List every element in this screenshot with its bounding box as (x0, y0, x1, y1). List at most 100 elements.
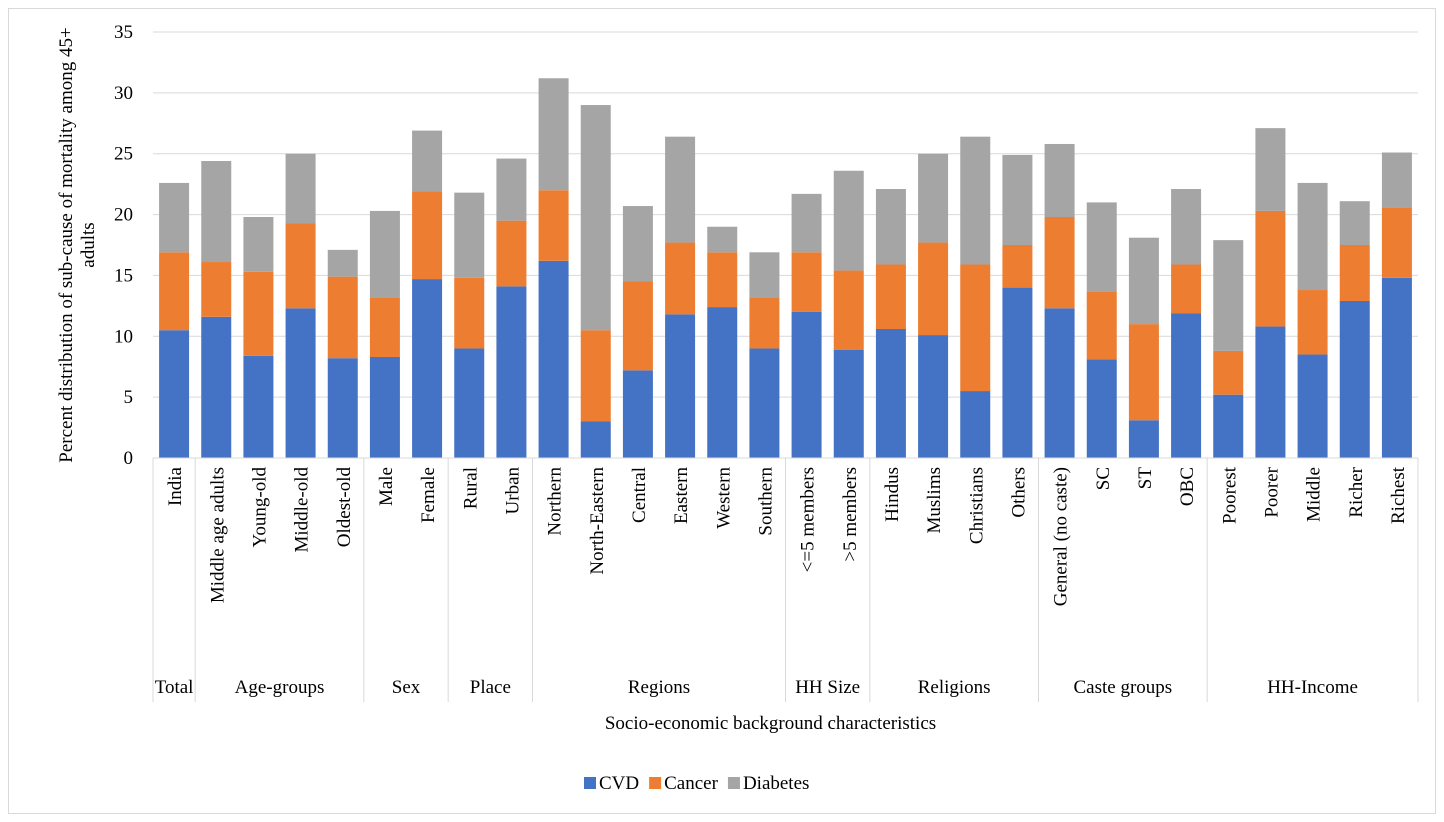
group-label-regions: Regions (628, 677, 690, 698)
bar-cancer-male (369, 297, 400, 357)
category-label-richest: Richest (1388, 466, 1409, 524)
bar-cvd-richest (1381, 277, 1412, 458)
bar-cancer-5-members (833, 270, 864, 350)
bar-cvd-middle (1297, 354, 1328, 458)
bar-cancer-middle-old (285, 223, 316, 309)
bar-diabetes-poorest (1213, 240, 1244, 351)
bar-cvd-obc (1171, 313, 1202, 458)
category-label-india: India (165, 466, 186, 506)
bar-cancer-female (412, 191, 443, 280)
y-axis-title-line-2: adults (78, 222, 99, 267)
category-label-female: Female (418, 467, 439, 523)
category-label-poorer: Poorer (1261, 466, 1282, 517)
bar-cancer-poorer (1255, 210, 1286, 327)
legend-label-diabetes: Diabetes (743, 773, 809, 794)
x-axis-title: Socio-economic background characteristic… (605, 713, 936, 734)
bar-cancer-st (1128, 324, 1159, 421)
bar-diabetes-5-members (791, 193, 822, 253)
category-label-middle-old: Middle-old (292, 467, 313, 553)
legend-swatch-diabetes (727, 777, 740, 789)
bar-cancer-central (622, 281, 653, 371)
bar-cvd-middle-old (285, 308, 316, 458)
y-tick-label-35: 35 (114, 22, 133, 43)
category-label-sc: SC (1093, 467, 1114, 490)
bar-diabetes-sc (1086, 202, 1117, 292)
bar-diabetes-christians (960, 136, 991, 265)
category-label-poorest: Poorest (1219, 466, 1240, 524)
group-label-caste-groups: Caste groups (1073, 677, 1172, 698)
group-label-place: Place (470, 677, 511, 698)
bar-cancer-sc (1086, 291, 1117, 360)
bar-cvd-5-members (791, 311, 822, 458)
group-label-sex: Sex (392, 677, 421, 698)
bar-diabetes-others (1002, 154, 1033, 245)
bar-diabetes-muslims (918, 153, 949, 243)
bar-cancer-general-no-caste (1044, 217, 1075, 309)
bar-diabetes-young-old (243, 217, 274, 272)
y-tick-label-5: 5 (124, 387, 134, 408)
bar-diabetes-urban (496, 158, 527, 221)
bar-diabetes-obc (1171, 189, 1202, 265)
bar-diabetes-middle-old (285, 153, 316, 224)
chart-frame (8, 8, 1436, 814)
bar-cvd-middle-age-adults (201, 316, 232, 458)
bar-cvd-western (707, 307, 738, 458)
bar-cancer-north-eastern (580, 330, 611, 422)
category-label-middle: Middle (1304, 467, 1325, 522)
bar-cancer-hindus (875, 264, 906, 329)
bar-diabetes-st (1128, 237, 1159, 325)
bar-diabetes-richest (1381, 152, 1412, 208)
y-axis-title: Percent distribution of sub-cause of mor… (56, 27, 99, 463)
y-tick-label-15: 15 (114, 265, 133, 286)
y-tick-label-25: 25 (114, 144, 133, 165)
bar-cvd-north-eastern (580, 421, 611, 458)
bar-cancer-richer (1339, 245, 1370, 301)
x-axis (152, 457, 1419, 702)
bar-diabetes-india (159, 182, 190, 253)
bar-cvd-young-old (243, 355, 274, 458)
bar-cvd-christians (960, 391, 991, 458)
group-labels: Total Age-groups Sex Place Regions HH Size Rel… (155, 677, 1358, 698)
bar-cvd-male (369, 356, 400, 458)
bar-cvd-sc (1086, 359, 1117, 458)
group-label-total: Total (155, 677, 194, 698)
legend: CVD Cancer Diabetes (584, 773, 809, 794)
category-label-5-members: <=5 members (798, 467, 819, 572)
bar-diabetes-oldest-old (327, 249, 358, 277)
group-label-religions: Religions (918, 677, 991, 698)
bar-cancer-middle-age-adults (201, 262, 232, 317)
bar-cancer-muslims (918, 242, 949, 336)
category-label-general-no-caste: General (no caste) (1051, 467, 1072, 606)
bar-cvd-poorer (1255, 326, 1286, 458)
bar-diabetes-hindus (875, 189, 906, 265)
bar-diabetes-female (412, 130, 443, 192)
bar-diabetes-north-eastern (580, 105, 611, 331)
bar-cvd-general-no-caste (1044, 308, 1075, 458)
bars (159, 78, 1412, 458)
category-label-obc: OBC (1177, 467, 1198, 506)
category-label-middle-age-adults: Middle age adults (207, 467, 228, 603)
category-label-eastern: Eastern (671, 467, 692, 524)
bar-cancer-eastern (665, 242, 696, 315)
bar-cancer-5-members (791, 252, 822, 312)
category-labels: India Middle age adults Young-old Middle-ol… (165, 466, 1409, 606)
bar-cancer-urban (496, 220, 527, 287)
bar-cvd-st (1128, 420, 1159, 458)
legend-label-cvd: CVD (599, 773, 639, 794)
bar-cancer-oldest-old (327, 276, 358, 359)
y-axis-title-line-1: Percent distribution of sub-cause of mor… (56, 27, 77, 463)
group-label-hh-income: HH-Income (1267, 677, 1358, 698)
bar-cvd-5-members (833, 349, 864, 458)
bar-cvd-muslims (918, 335, 949, 458)
bar-cvd-central (622, 370, 653, 458)
bar-diabetes-male (369, 210, 400, 298)
category-label-urban: Urban (502, 467, 523, 515)
bar-diabetes-rural (454, 192, 485, 278)
bar-cvd-oldest-old (327, 358, 358, 458)
bar-diabetes-poorer (1255, 128, 1286, 211)
bar-cvd-southern (749, 348, 780, 458)
category-label-rural: Rural (460, 467, 481, 509)
bar-cvd-poorest (1213, 394, 1244, 458)
category-label-central: Central (629, 467, 650, 523)
